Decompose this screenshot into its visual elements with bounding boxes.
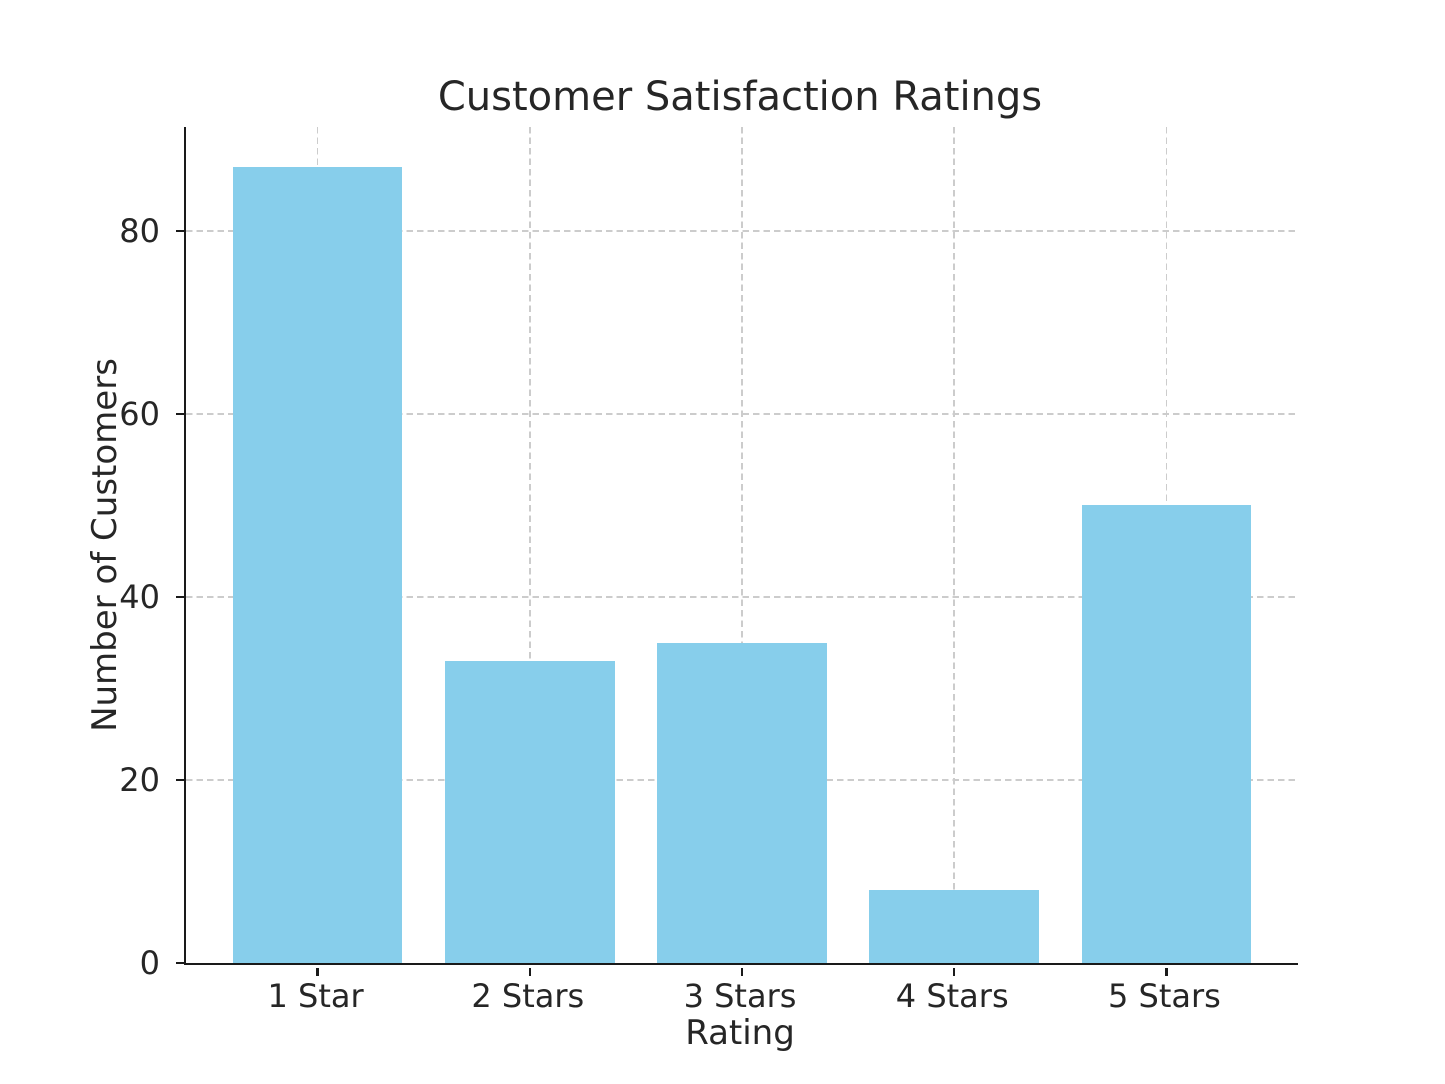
y-tick-label-80: 80 [119, 211, 160, 250]
y-tick-60 [175, 412, 184, 416]
bar-4-stars [869, 889, 1040, 963]
y-tick-label-60: 60 [119, 394, 160, 433]
bar-3-stars [657, 642, 827, 963]
x-tick-label-5-stars: 5 Stars [1108, 977, 1221, 1015]
y-tick-20 [175, 778, 184, 782]
x-tick-label-3-stars: 3 Stars [683, 977, 797, 1015]
bar-2-stars [444, 661, 615, 963]
x-axis-label: Rating [685, 1013, 795, 1053]
x-tick-3-stars [740, 968, 744, 976]
bar-5-stars [1081, 505, 1252, 963]
x-tick-1-star [316, 968, 319, 976]
gridline-vertical-2-stars [528, 127, 531, 963]
y-tick-label-40: 40 [119, 577, 160, 616]
y-tick-label-0: 0 [139, 944, 160, 982]
chart-title: Customer Satisfaction Ratings [437, 74, 1043, 120]
gridline-vertical-4-stars [953, 127, 956, 963]
x-tick-label-4-stars: 4 Stars [895, 977, 1009, 1015]
bar-1-star [232, 166, 403, 963]
y-tick-40 [175, 595, 184, 599]
x-tick-2-stars [528, 968, 532, 976]
y-tick-80 [175, 229, 184, 233]
y-tick-label-20: 20 [119, 760, 160, 799]
y-tick-0 [175, 961, 184, 965]
x-tick-label-1-star: 1 Star [267, 977, 364, 1015]
plot-area [175, 127, 1298, 976]
gridline-vertical-3-stars [741, 127, 743, 963]
x-tick-5-stars [1165, 968, 1168, 976]
x-tick-label-2-stars: 2 Stars [471, 977, 585, 1015]
x-tick-4-stars [952, 968, 956, 976]
